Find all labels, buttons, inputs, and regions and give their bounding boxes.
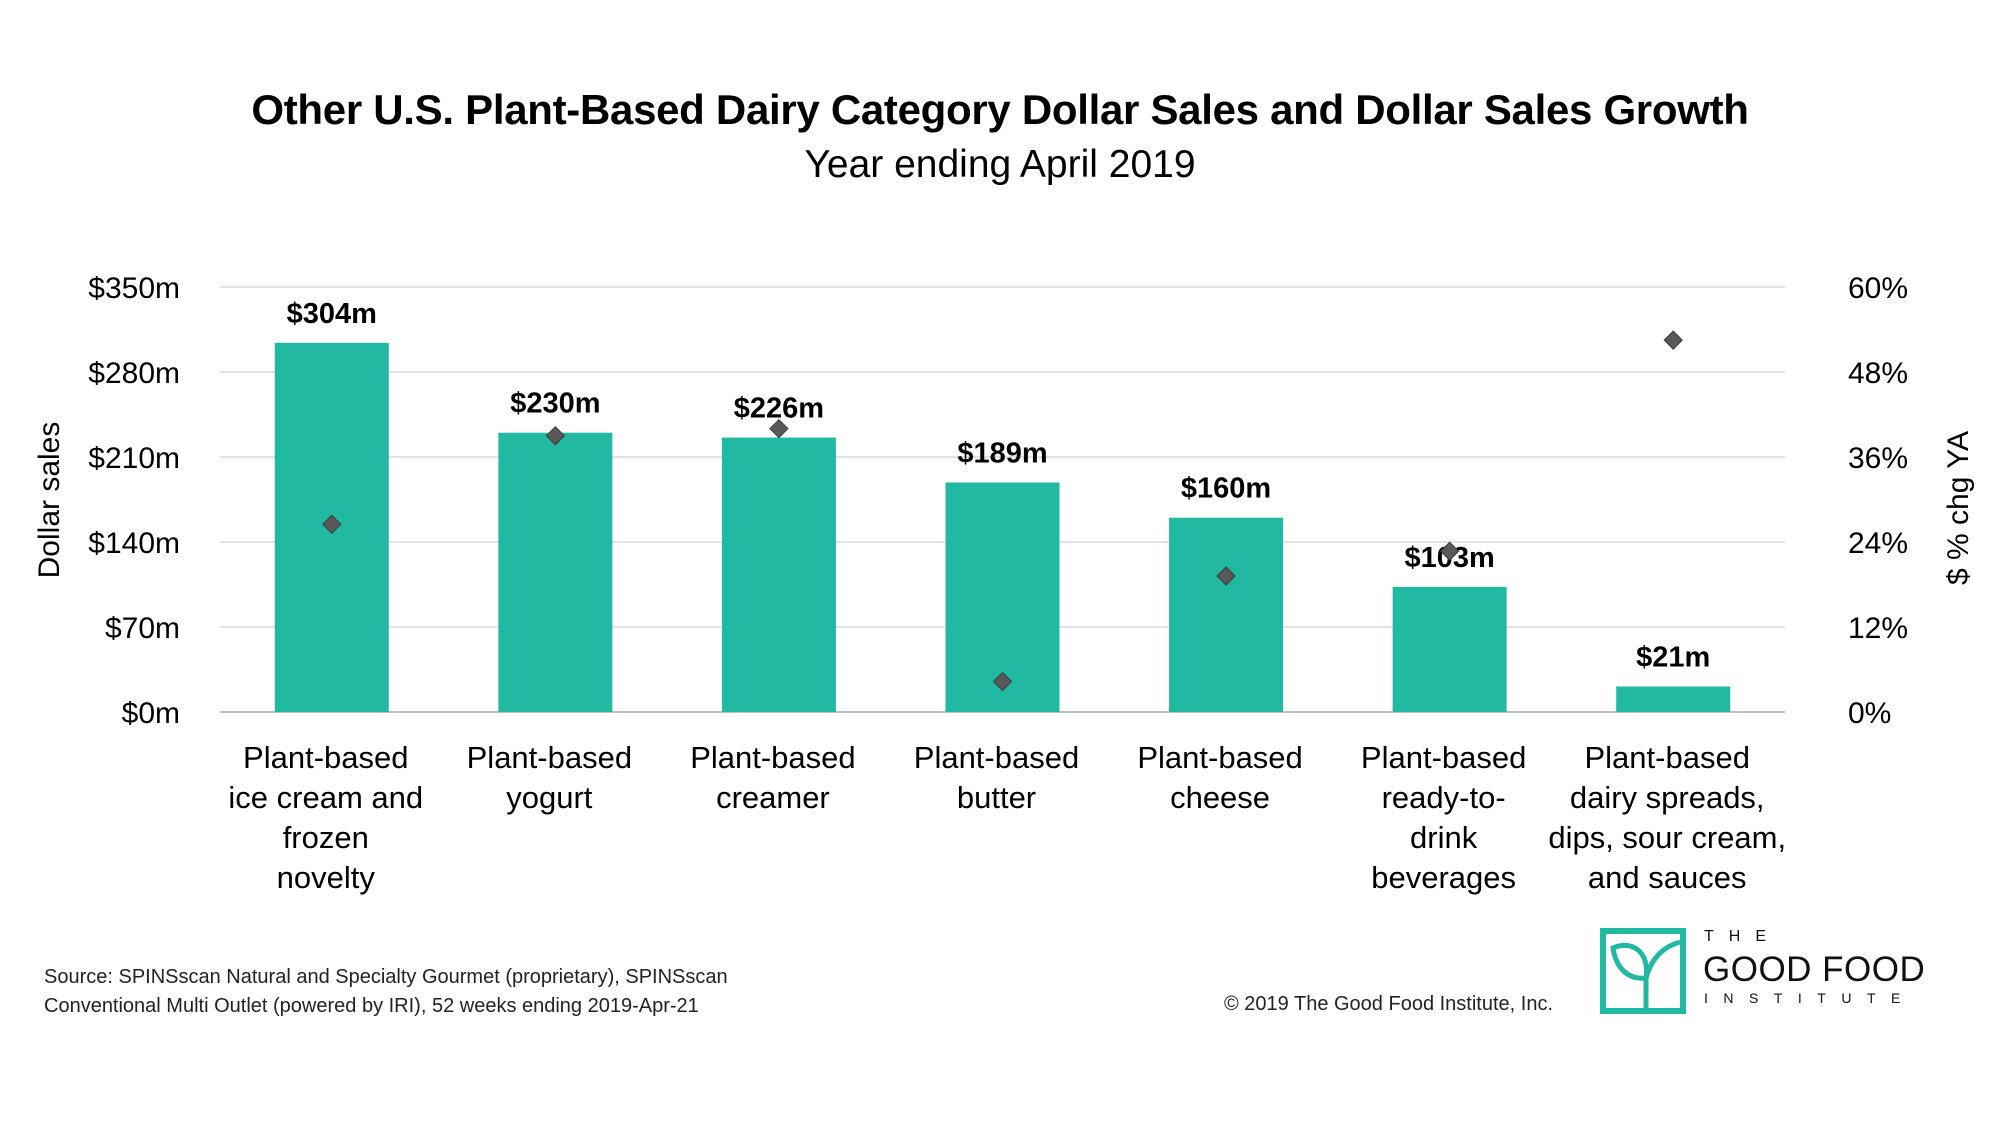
x-tick-label: Plant-based — [243, 740, 408, 775]
bar-data-label: $230m — [510, 388, 600, 420]
x-tick-label: and sauces — [1588, 860, 1747, 895]
bar — [1616, 686, 1731, 712]
y-tick-label: $280m — [88, 357, 180, 390]
y-tick-label: $70m — [105, 612, 180, 645]
growth-marker — [545, 426, 566, 446]
bar — [721, 437, 836, 712]
x-tick-label: dips, sour cream, — [1548, 820, 1786, 855]
source-line: Conventional Multi Outlet (powered by IR… — [44, 995, 699, 1017]
x-tick-label: frozen — [283, 820, 369, 855]
logo-the-text: THE — [1704, 928, 1781, 945]
x-tick-label: dairy spreads, — [1570, 780, 1765, 815]
x-tick-label: Plant-based — [1361, 740, 1526, 775]
y-tick-label: $0m — [122, 697, 180, 730]
growth-marker — [769, 418, 789, 439]
logo-main-text: GOOD FOOD — [1703, 950, 1926, 989]
y-tick-label: $140m — [88, 527, 180, 560]
x-tick-label: novelty — [277, 860, 376, 895]
gfi-logo: THE GOOD FOOD INSTITUTE — [1600, 928, 1960, 1014]
copyright-text: © 2019 The Good Food Institute, Inc. — [1224, 993, 1554, 1015]
y-axis-title: Dollar sales — [33, 422, 66, 579]
y-tick-label: $210m — [88, 442, 180, 475]
bar-data-label: $21m — [1636, 642, 1710, 674]
chart-subtitle: Year ending April 2019 — [804, 143, 1196, 186]
bar-data-label: $189m — [957, 438, 1047, 470]
chart-title: Other U.S. Plant-Based Dairy Category Do… — [251, 86, 1749, 133]
x-tick-label: beverages — [1371, 860, 1516, 895]
y2-axis-title: $ % chg YA — [1942, 431, 1975, 585]
bar-data-label: $160m — [1181, 473, 1271, 505]
y2-tick-label: 12% — [1848, 612, 1908, 645]
x-tick-label: cheese — [1170, 780, 1270, 815]
y2-tick-label: 60% — [1848, 272, 1908, 305]
x-tick-label: creamer — [716, 780, 830, 815]
growth-marker — [1439, 541, 1460, 561]
growth-marker — [992, 671, 1013, 692]
x-tick-label: Plant-based — [1584, 740, 1749, 775]
source-line: Source: SPINSscan Natural and Specialty … — [44, 966, 728, 988]
x-tick-label: drink — [1410, 820, 1478, 855]
x-tick-label: Plant-based — [690, 740, 855, 775]
x-tick-label: ice cream and — [228, 780, 423, 815]
leaf-logo-icon — [1600, 928, 1686, 1014]
combo-chart: $0m 0% $70m 12% $140m 24% $210m 36% $280m 48% $350… — [33, 272, 1975, 895]
growth-marker — [1663, 330, 1683, 350]
x-tick-label: Plant-based — [914, 740, 1079, 775]
bar — [1169, 517, 1284, 712]
growth-marker — [322, 514, 342, 534]
x-tick-label: ready-to- — [1382, 780, 1506, 815]
x-tick-label: Plant-based — [467, 740, 632, 775]
x-tick-label: Plant-based — [1137, 740, 1302, 775]
logo-institute-text: INSTITUTE — [1704, 990, 1916, 1006]
x-tick-label: yogurt — [506, 780, 593, 815]
y2-tick-label: 48% — [1848, 357, 1908, 390]
y2-tick-label: 24% — [1848, 527, 1908, 560]
y2-tick-label: 0% — [1848, 697, 1891, 730]
bar — [1392, 586, 1507, 712]
source-note: Source: SPINSscan Natural and Specialty … — [44, 963, 728, 1021]
x-tick-label: butter — [957, 780, 1036, 815]
growth-marker — [1216, 566, 1236, 586]
y2-tick-label: 36% — [1848, 442, 1908, 475]
y-tick-label: $350m — [88, 272, 180, 305]
bar-data-label: $304m — [287, 298, 377, 330]
bar — [498, 432, 613, 712]
